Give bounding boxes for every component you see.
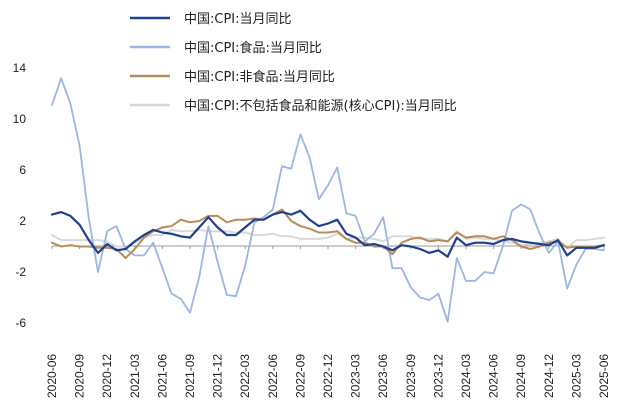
y-tick-label: 10 (13, 112, 27, 126)
legend: 中国:CPI:当月同比 中国:CPI:食品:当月同比 中国:CPI:非食品:当月… (130, 12, 457, 114)
x-tick-label: 2020-06 (45, 354, 59, 398)
x-axis: 2020-06 2020-09 2020-12 2021-03 2021-06 2021-… (45, 245, 611, 398)
x-tick-label: 2025-06 (597, 354, 611, 398)
y-tick-label: 14 (13, 61, 27, 75)
legend-label-cpi: 中国:CPI:当月同比 (184, 12, 292, 27)
x-tick-label: 2020-09 (73, 354, 87, 398)
x-tick-label: 2023-12 (431, 354, 445, 398)
x-tick-label: 2022-03 (238, 354, 252, 398)
legend-label-food: 中国:CPI:食品:当月同比 (184, 40, 322, 56)
x-tick-label: 2020-12 (100, 354, 114, 398)
x-tick-label: 2024-09 (514, 354, 528, 398)
x-tick-label: 2023-03 (349, 354, 363, 398)
y-tick-label: -6 (15, 316, 26, 330)
x-tick-label: 2022-09 (293, 354, 307, 398)
series-line-nonfood (51, 208, 605, 259)
legend-item-cpi: 中国:CPI:当月同比 (130, 12, 292, 27)
y-tick-label: -2 (15, 265, 26, 279)
legend-label-core: 中国:CPI:不包括食品和能源(核心CPI):当月同比 (184, 98, 457, 114)
x-tick-label: 2022-06 (266, 354, 280, 398)
x-tick-label: 2023-06 (376, 354, 390, 398)
legend-item-core: 中国:CPI:不包括食品和能源(核心CPI):当月同比 (130, 98, 457, 114)
series-line-cpi (50, 209, 606, 258)
x-tick-label: 2024-03 (459, 354, 473, 398)
series-layer (50, 77, 606, 323)
x-tick-label: 2023-09 (404, 354, 418, 398)
x-tick-label: 2025-03 (569, 354, 583, 398)
x-tick-label: 2021-12 (211, 354, 225, 398)
x-tick-label: 2022-12 (321, 354, 335, 398)
x-tick-label: 2021-03 (128, 354, 142, 398)
legend-label-nonfood: 中国:CPI:非食品:当月同比 (184, 69, 335, 85)
x-tick-label: 2024-12 (542, 354, 556, 398)
y-tick-label: 2 (19, 214, 26, 228)
legend-item-food: 中国:CPI:食品:当月同比 (130, 40, 322, 56)
series-line-food (51, 77, 605, 323)
y-tick-label: 6 (19, 163, 26, 177)
x-tick-label: 2021-09 (183, 354, 197, 398)
y-axis: 14 10 6 2 -2 -6 (13, 61, 27, 330)
x-tick-label: 2024-06 (487, 354, 501, 398)
x-tick-label: 2021-06 (155, 354, 169, 398)
legend-item-nonfood: 中国:CPI:非食品:当月同比 (130, 69, 335, 85)
